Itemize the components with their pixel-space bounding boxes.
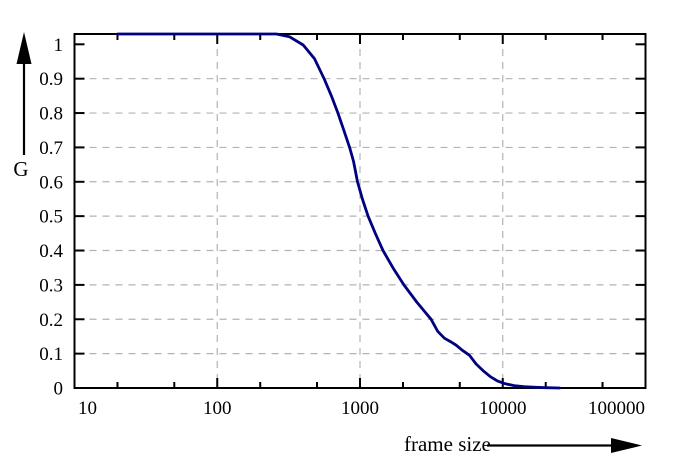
- x-tick-label: 1000: [341, 398, 379, 419]
- x-axis-arrow: [487, 438, 642, 453]
- g-curve: [116, 32, 561, 390]
- x-tick-label: 100: [203, 398, 232, 419]
- y-tick-label: 0.8: [39, 104, 63, 125]
- y-tick-label: 0.6: [39, 172, 63, 193]
- up-arrow-icon: [16, 32, 32, 64]
- y-tick-label: 0.7: [39, 138, 63, 159]
- axis-ticks: [73, 35, 647, 389]
- right-arrow-icon: [611, 438, 642, 453]
- y-tick-label: 0.5: [39, 207, 63, 228]
- x-tick-label: 10: [78, 398, 97, 419]
- y-axis-tick-labels: 0 0.1 0.2 0.3 0.4 0.5 0.6 0.7 0.8 0.9 1: [39, 35, 63, 400]
- x-axis-tick-labels: 10 100 1000 10000 100000: [78, 398, 645, 419]
- x-axis-label: frame size: [404, 432, 491, 456]
- y-gridlines: [76, 78, 644, 355]
- x-gridlines: [216, 36, 504, 386]
- y-tick-label: 0.2: [39, 310, 63, 331]
- y-tick-label: 0: [54, 379, 64, 400]
- y-tick-label: 0.4: [39, 241, 63, 262]
- y-tick-label: 1: [54, 35, 64, 56]
- y-tick-label: 0.9: [39, 69, 63, 90]
- y-axis-label: G: [13, 157, 28, 181]
- x-tick-label: 10000: [479, 398, 527, 419]
- y-axis-arrow: [16, 32, 32, 155]
- plot-border: [73, 33, 647, 389]
- y-tick-label: 0.3: [39, 275, 63, 296]
- y-tick-label: 0.1: [39, 344, 63, 365]
- x-tick-label: 100000: [588, 398, 645, 419]
